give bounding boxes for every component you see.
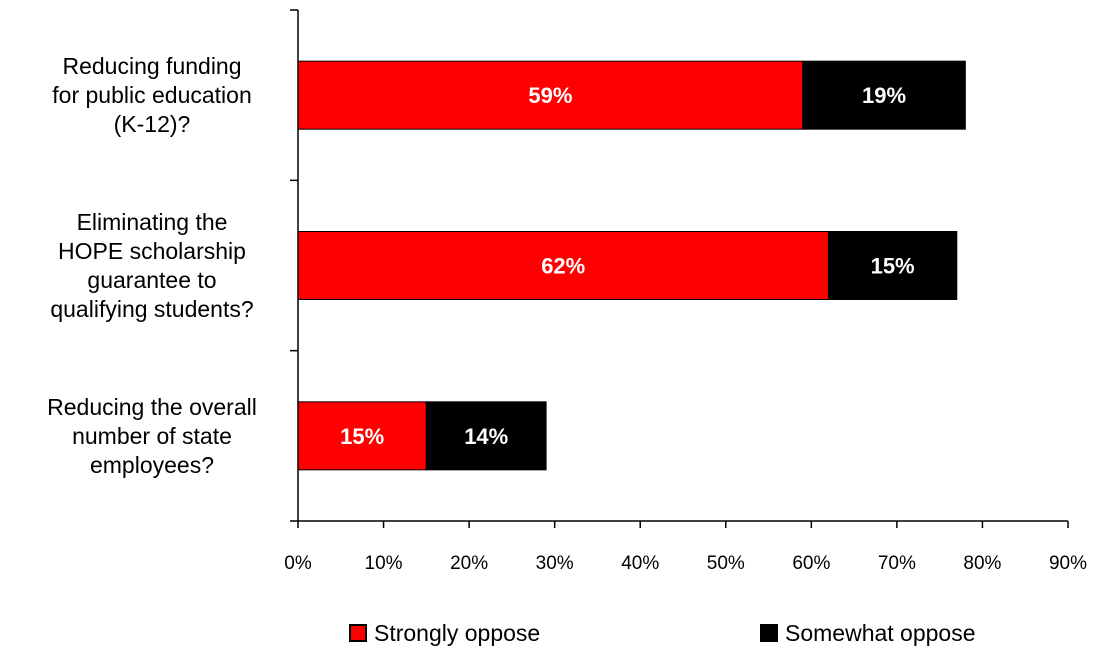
category-label: employees? <box>90 452 214 478</box>
bar-value-label: 15% <box>871 254 915 279</box>
x-tick-label: 40% <box>621 553 659 574</box>
bar-value-label: 62% <box>541 254 585 279</box>
category-label: Eliminating the <box>77 209 228 235</box>
x-tick-label: 20% <box>450 553 488 574</box>
x-tick-label: 50% <box>707 553 745 574</box>
bar-value-label: 15% <box>340 424 384 449</box>
legend-label: Strongly oppose <box>374 620 540 646</box>
category-label: (K-12)? <box>114 111 191 137</box>
category-label: guarantee to <box>87 267 216 293</box>
category-label: for public education <box>52 82 251 108</box>
bar-somewhat-oppose-1 <box>827 231 958 300</box>
x-tick-label: 30% <box>536 553 574 574</box>
bar-strongly-oppose-0 <box>297 60 804 130</box>
legend-label: Somewhat oppose <box>785 620 976 646</box>
category-label: qualifying students? <box>50 296 253 322</box>
x-tick-label: 70% <box>878 553 916 574</box>
x-tick-label: 10% <box>365 553 403 574</box>
legend-swatch-somewhat-oppose <box>760 624 778 642</box>
category-label: Reducing funding <box>62 53 241 79</box>
bar-somewhat-oppose-0 <box>802 60 966 130</box>
x-tick-label: 60% <box>792 553 830 574</box>
bar-strongly-oppose-1 <box>297 231 829 300</box>
bar-value-label: 59% <box>528 83 572 108</box>
bar-somewhat-oppose-2 <box>425 401 547 471</box>
bar-value-label: 14% <box>464 424 508 449</box>
x-tick-label: 90% <box>1049 553 1087 574</box>
legend-swatch-strongly-oppose <box>349 624 367 642</box>
category-label: HOPE scholarship <box>58 238 246 264</box>
bar-strongly-oppose-2 <box>297 401 427 471</box>
x-tick-label: 80% <box>963 553 1001 574</box>
x-tick-label: 0% <box>284 553 312 574</box>
category-label: Reducing the overall <box>47 394 257 420</box>
category-label: number of state <box>72 423 232 449</box>
bar-value-label: 19% <box>862 83 906 108</box>
